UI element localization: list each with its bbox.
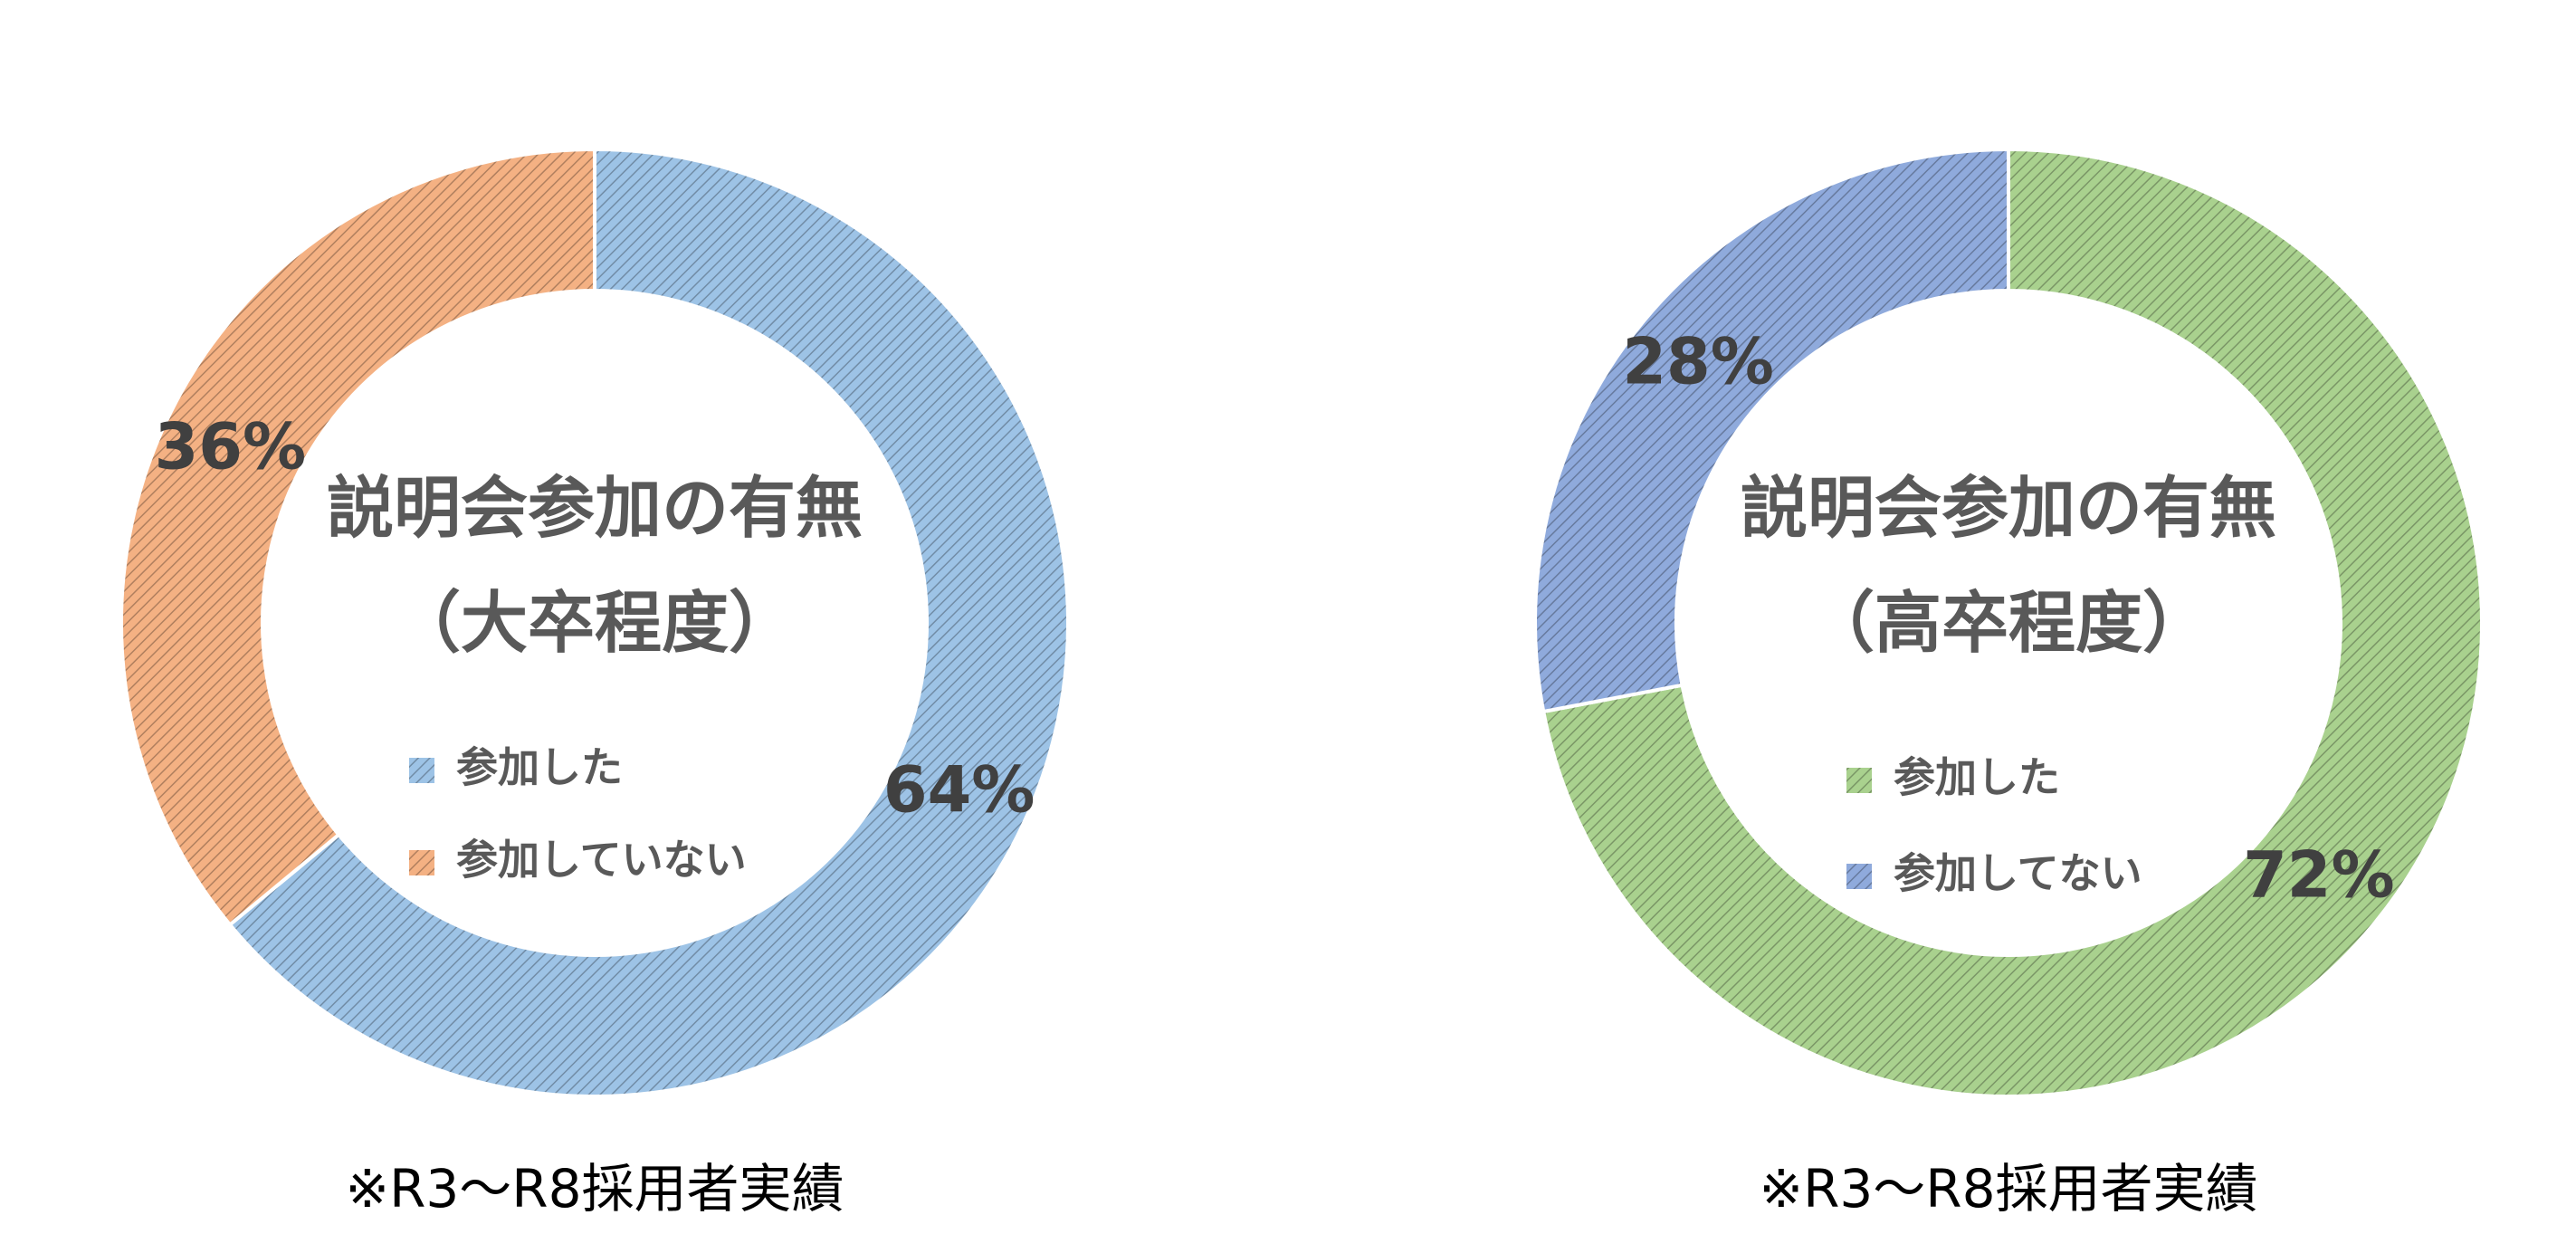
chart-subtitle: （高卒程度） — [1808, 585, 2209, 663]
legend-label: 参加してない — [1894, 849, 2142, 898]
data-label: 72% — [2243, 838, 2395, 913]
legend-label: 参加していない — [456, 836, 747, 885]
data-label: 36% — [155, 410, 307, 484]
footnote: ※R3～R8採用者実績 — [345, 1158, 844, 1220]
legend-label: 参加した — [456, 743, 623, 792]
legend-swatch — [1846, 864, 1872, 889]
legend-swatch — [409, 850, 434, 875]
legend-swatch — [1846, 768, 1872, 793]
donut-segment — [1533, 147, 2010, 714]
chart-title: 説明会参加の有無 — [327, 470, 863, 548]
donut-segment — [227, 147, 1070, 1098]
footnote: ※R3～R8採用者実績 — [1759, 1158, 2257, 1220]
legend-label: 参加した — [1894, 753, 2060, 802]
donut-segment — [119, 147, 596, 928]
legend-swatch — [409, 758, 434, 783]
donut-segment — [1541, 147, 2484, 1098]
data-label: 64% — [883, 753, 1035, 827]
chart-title: 説明会参加の有無 — [1741, 470, 2276, 548]
chart-subtitle: （大卒程度） — [394, 585, 796, 663]
data-label: 28% — [1622, 324, 1774, 398]
